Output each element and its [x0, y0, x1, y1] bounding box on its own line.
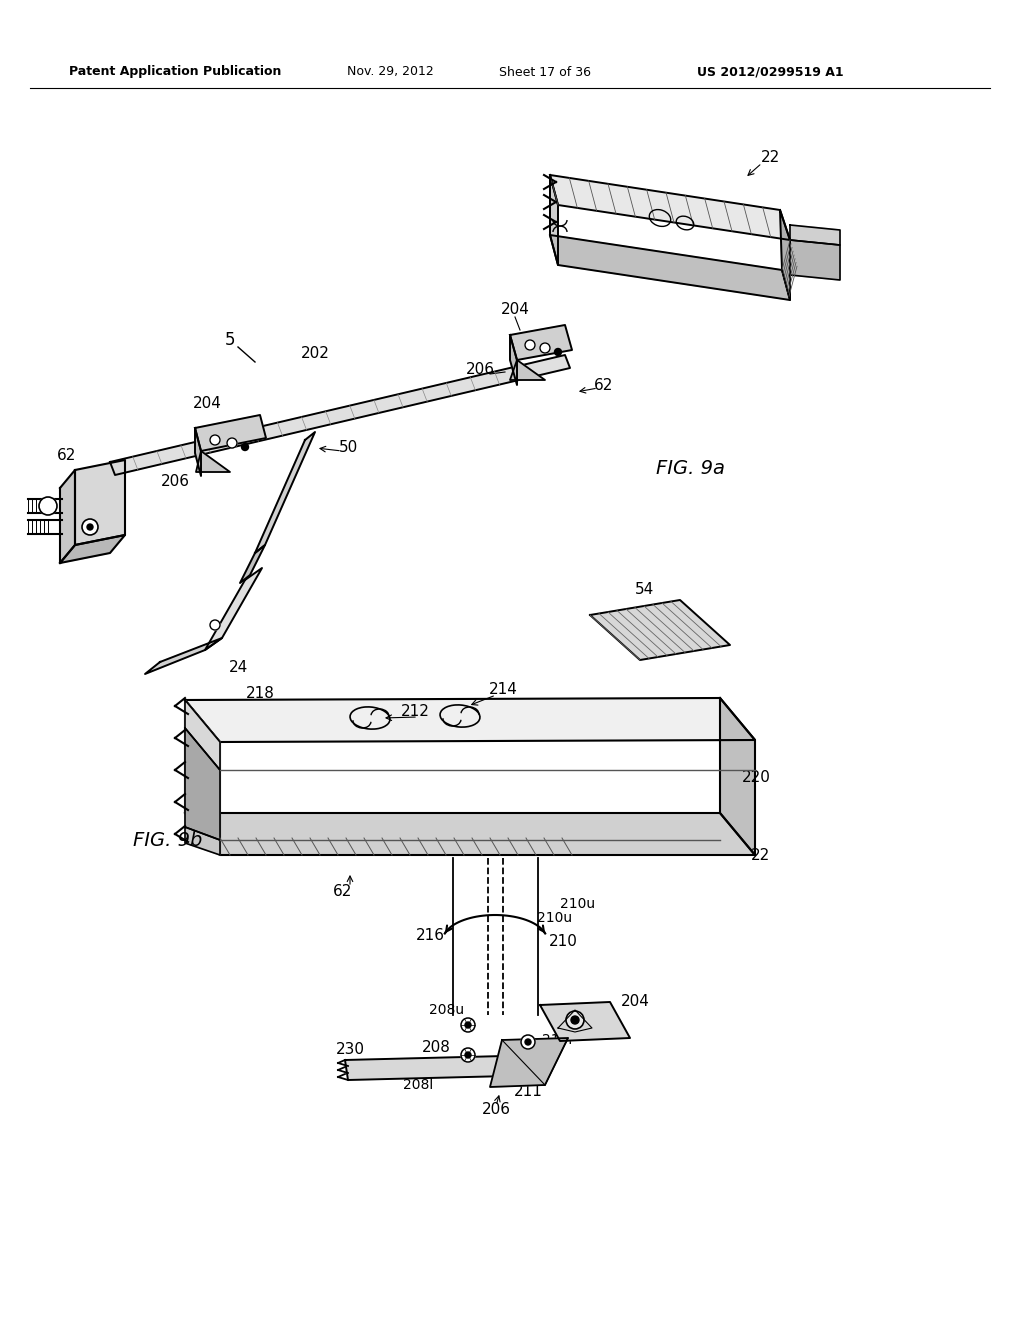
Circle shape — [566, 1011, 584, 1030]
Text: FIG. 9a: FIG. 9a — [655, 458, 725, 478]
Polygon shape — [60, 470, 75, 564]
Circle shape — [461, 1018, 475, 1032]
Polygon shape — [550, 176, 558, 265]
Text: 204: 204 — [193, 396, 221, 412]
Polygon shape — [510, 360, 545, 380]
Polygon shape — [790, 240, 840, 280]
Text: 202: 202 — [301, 346, 330, 362]
Text: 5: 5 — [224, 331, 236, 348]
Text: US 2012/0299519 A1: US 2012/0299519 A1 — [696, 66, 844, 78]
Circle shape — [210, 620, 220, 630]
Polygon shape — [205, 568, 262, 649]
Text: 208: 208 — [422, 1040, 451, 1056]
Text: 220: 220 — [741, 771, 770, 785]
Polygon shape — [75, 459, 125, 545]
Text: 204: 204 — [621, 994, 649, 1010]
Text: 208l: 208l — [402, 1078, 433, 1092]
Text: 208u: 208u — [429, 1003, 465, 1016]
Text: 211: 211 — [514, 1085, 543, 1100]
Polygon shape — [540, 1002, 630, 1041]
Polygon shape — [185, 700, 220, 855]
Polygon shape — [510, 335, 517, 385]
Text: 210l: 210l — [542, 1034, 572, 1047]
Text: 62: 62 — [334, 884, 352, 899]
Text: 206: 206 — [481, 1102, 511, 1118]
Polygon shape — [185, 828, 220, 855]
Circle shape — [461, 1048, 475, 1063]
Polygon shape — [110, 355, 570, 475]
Circle shape — [39, 498, 57, 515]
Text: 206: 206 — [161, 474, 189, 490]
Text: 210u: 210u — [560, 898, 596, 911]
Polygon shape — [60, 535, 125, 564]
Circle shape — [210, 436, 220, 445]
Polygon shape — [196, 451, 230, 473]
Polygon shape — [345, 1055, 548, 1080]
Polygon shape — [550, 235, 790, 300]
Text: 216: 216 — [416, 928, 444, 942]
Circle shape — [555, 348, 561, 355]
Text: 22: 22 — [761, 150, 779, 165]
Circle shape — [540, 343, 550, 352]
Circle shape — [82, 519, 98, 535]
Polygon shape — [790, 224, 840, 246]
Text: 218: 218 — [246, 685, 274, 701]
Polygon shape — [720, 698, 755, 855]
Circle shape — [521, 1035, 535, 1049]
Polygon shape — [550, 176, 790, 240]
Text: 62: 62 — [57, 447, 77, 462]
Circle shape — [525, 1039, 531, 1045]
Circle shape — [87, 524, 93, 531]
Text: 22: 22 — [751, 847, 770, 862]
Polygon shape — [240, 545, 265, 583]
Circle shape — [571, 1016, 579, 1024]
Polygon shape — [490, 1038, 568, 1086]
Polygon shape — [780, 210, 790, 300]
Polygon shape — [195, 414, 266, 451]
Polygon shape — [255, 432, 315, 553]
Circle shape — [465, 1022, 471, 1028]
Text: Sheet 17 of 36: Sheet 17 of 36 — [499, 66, 591, 78]
Text: 206: 206 — [466, 363, 495, 378]
Circle shape — [242, 444, 249, 450]
Text: 210u: 210u — [538, 911, 572, 925]
Polygon shape — [185, 698, 755, 742]
Text: Patent Application Publication: Patent Application Publication — [69, 66, 282, 78]
Text: 50: 50 — [338, 440, 357, 454]
Polygon shape — [145, 638, 222, 675]
Text: 24: 24 — [228, 660, 248, 676]
Text: FIG. 9b: FIG. 9b — [133, 830, 203, 850]
Polygon shape — [185, 700, 220, 770]
Text: 54: 54 — [635, 582, 654, 598]
Text: 230: 230 — [336, 1043, 365, 1057]
Text: 204: 204 — [501, 302, 529, 318]
Polygon shape — [590, 601, 730, 660]
Polygon shape — [185, 813, 755, 855]
Polygon shape — [185, 729, 220, 840]
Circle shape — [525, 341, 535, 350]
Circle shape — [465, 1052, 471, 1059]
Polygon shape — [195, 428, 201, 477]
Text: 212: 212 — [400, 705, 429, 719]
Text: Nov. 29, 2012: Nov. 29, 2012 — [347, 66, 433, 78]
Polygon shape — [510, 325, 572, 360]
Text: 210: 210 — [549, 935, 578, 949]
Text: 62: 62 — [594, 378, 613, 392]
Text: 214: 214 — [488, 682, 517, 697]
Circle shape — [227, 438, 237, 447]
